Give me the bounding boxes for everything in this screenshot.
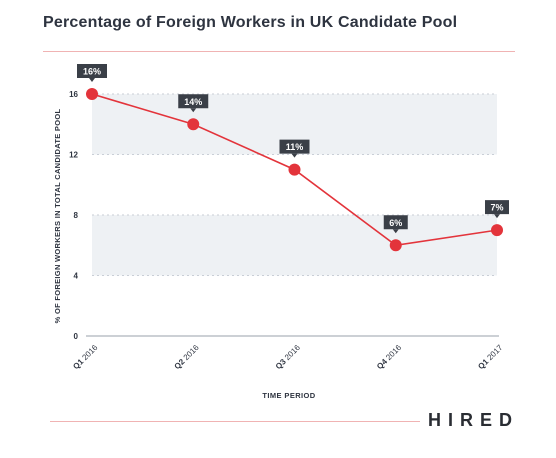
data-point-4 bbox=[491, 224, 503, 237]
grid-bands bbox=[92, 94, 497, 276]
y-axis-label: % OF FOREIGN WORKERS IN TOTAL CANDIDATE … bbox=[53, 109, 62, 324]
y-tick-label-1: 4 bbox=[74, 272, 79, 281]
data-label-pointer-1 bbox=[190, 108, 197, 113]
data-label-box-1 bbox=[178, 94, 209, 109]
x-tick-label-1: Q2 2016 bbox=[173, 343, 201, 371]
data-point-1 bbox=[187, 118, 200, 131]
data-label-box-0 bbox=[77, 64, 107, 78]
y-tick-label-0: 0 bbox=[74, 332, 79, 341]
x-axis-label: TIME PERIOD bbox=[262, 391, 315, 400]
y-tick-label-4: 16 bbox=[69, 90, 78, 99]
data-label-1: 14% bbox=[184, 97, 202, 107]
data-label-box-2 bbox=[279, 139, 310, 154]
series: 16% 14% 11% 6% 7% bbox=[77, 64, 509, 252]
chart-title: Percentage of Foreign Workers in UK Cand… bbox=[43, 14, 458, 31]
grid-band-0 bbox=[92, 215, 497, 276]
y-tick-labels: 0 4 8 12 16 bbox=[69, 90, 78, 341]
data-label-2: 11% bbox=[286, 142, 304, 152]
data-label-box-4 bbox=[485, 200, 509, 215]
brand-logo: HIRED bbox=[428, 410, 520, 430]
x-tick-labels: Q1 2016 Q2 2016 Q3 2016 Q4 2016 Q1 2017 bbox=[71, 343, 504, 371]
footer-divider bbox=[50, 421, 420, 422]
x-tick-label-2: Q3 2016 bbox=[274, 343, 302, 371]
data-point-2 bbox=[288, 163, 301, 176]
title-divider bbox=[43, 51, 515, 52]
data-label-3: 6% bbox=[389, 218, 402, 228]
data-label-pointer-3 bbox=[392, 229, 399, 234]
data-label-box-3 bbox=[383, 215, 408, 230]
data-label-pointer-4 bbox=[494, 214, 500, 219]
data-label-pointer-2 bbox=[291, 153, 298, 158]
x-tick-label-0: Q1 2016 bbox=[71, 343, 99, 371]
axes bbox=[86, 93, 499, 337]
x-tick-label-3: Q4 2016 bbox=[375, 343, 403, 371]
y-tick-label-2: 8 bbox=[74, 211, 79, 220]
data-point-0 bbox=[86, 88, 98, 100]
data-label-0: 16% bbox=[83, 67, 101, 77]
x-tick-label-4: Q1 2017 bbox=[476, 343, 504, 371]
data-label-4: 7% bbox=[490, 203, 503, 213]
y-tick-label-3: 12 bbox=[69, 151, 78, 160]
data-point-3 bbox=[389, 239, 402, 252]
data-label-pointer-0 bbox=[89, 78, 95, 82]
